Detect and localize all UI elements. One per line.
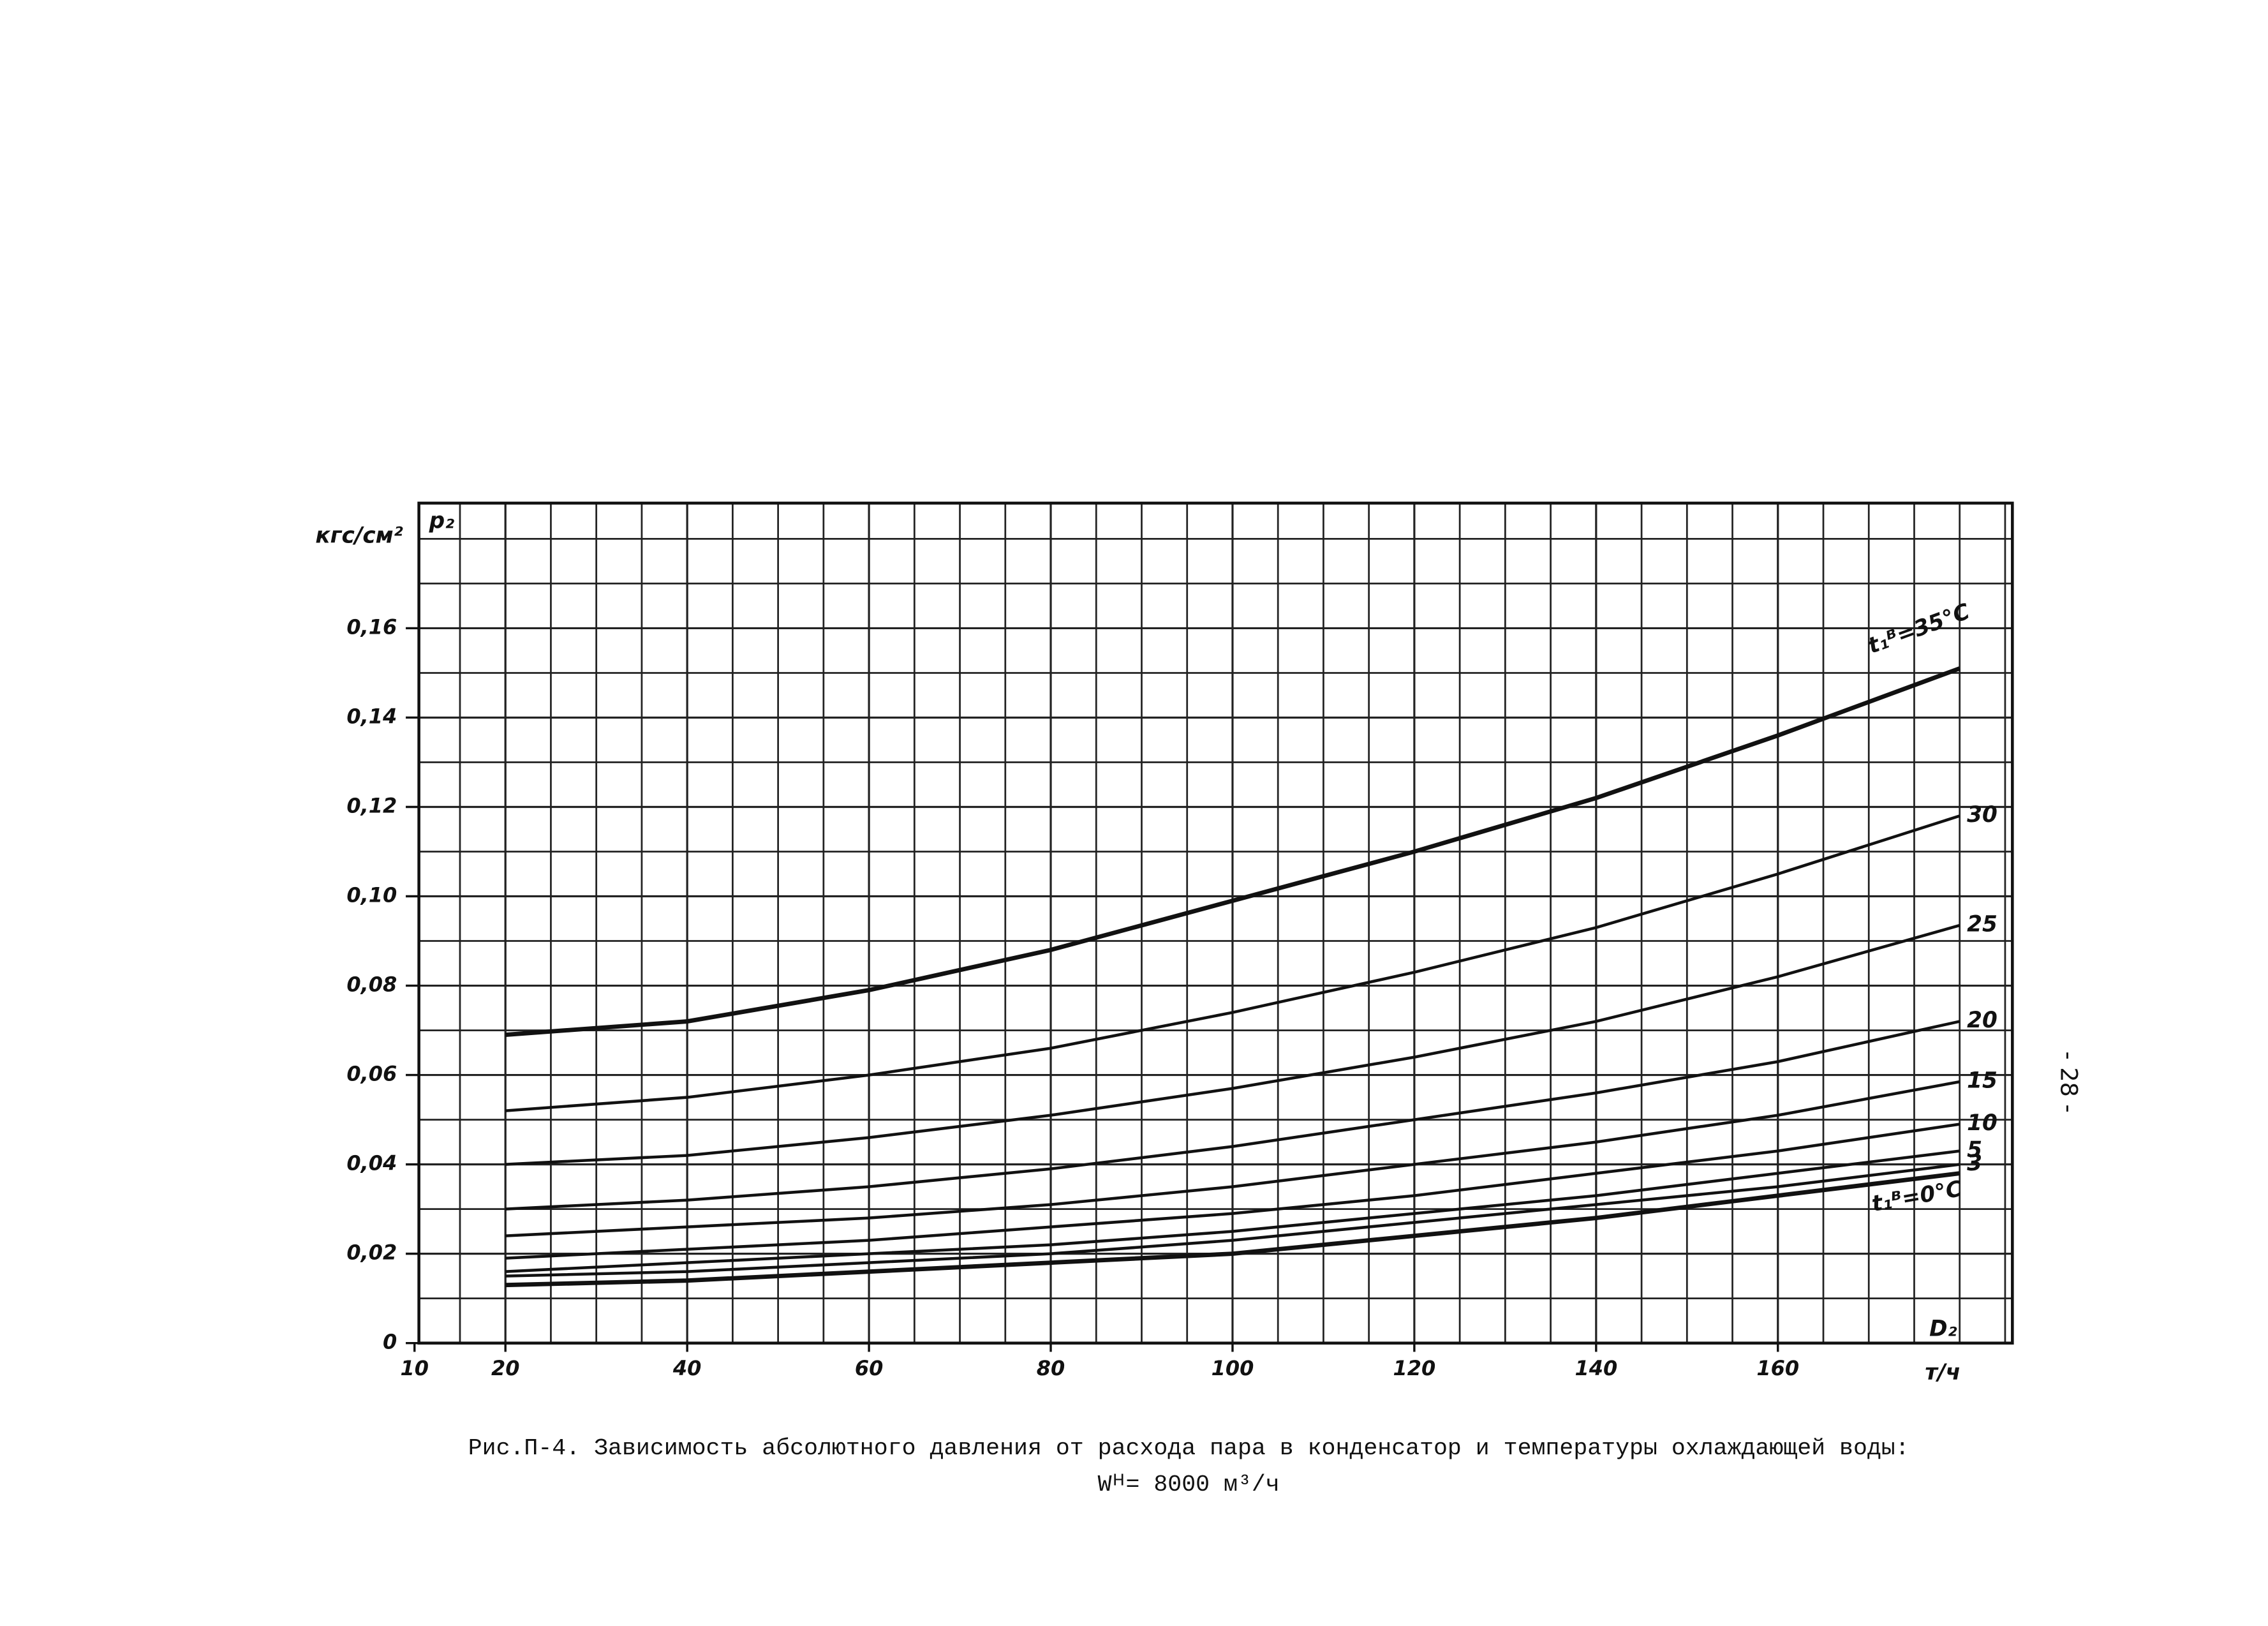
x-tick-label: 10 [400,1356,429,1380]
y-tick-label: 0,14 [346,704,397,728]
series-line [505,814,1960,1112]
series-label: 30 [1967,802,1997,828]
series-label: 3 [1967,1151,1982,1176]
series-label: 15 [1967,1068,1997,1094]
caption: Рис.П-4. Зависимость абсолютного давлени… [468,1435,1909,1461]
y-symbol: p₂ [429,509,455,534]
plot-frame [417,502,2014,1345]
y-tick-label: 0,08 [346,973,397,997]
x-tick-label: 100 [1212,1356,1254,1380]
y-tick-label: 0,16 [346,615,397,639]
series-line [505,1149,1960,1273]
series-line [505,1123,1960,1260]
series-label: 25 [1967,912,1997,937]
y-tick-label: 0 [383,1330,397,1354]
y-axis-label: кгс/см² [315,523,403,548]
series-line [505,666,1960,1037]
series-line [505,1020,1960,1211]
x-tick-label: 20 [491,1356,520,1380]
x-tick-label: 80 [1037,1356,1065,1380]
series-line [505,1171,1960,1288]
page-number: - 28 - [2056,1052,2083,1113]
y-tick-label: 0,02 [346,1241,397,1265]
x-axis-unit: т/ч [1925,1360,1960,1385]
x-tick-label: 120 [1393,1356,1436,1380]
x-tick-label: 40 [672,1356,702,1380]
x-tick-label: 140 [1575,1356,1617,1380]
series-label: 5 [1967,1137,1982,1163]
y-tick-label: 0,06 [346,1062,397,1086]
caption-formula: Wᴴ= 8000 м³/ч [1098,1472,1280,1498]
series-line [505,1080,1960,1237]
x-symbol: D₂ [1929,1316,1957,1342]
series-line [505,923,1960,1166]
x-tick-label: 160 [1756,1356,1799,1380]
series-label: 10 [1967,1110,1997,1136]
series-line [505,1163,1960,1278]
x-tick-label: 60 [855,1356,884,1380]
y-tick-label: 0,10 [346,883,397,907]
series-label: 20 [1967,1008,1997,1033]
y-tick-label: 0,12 [346,793,397,817]
y-tick-label: 0,04 [346,1151,397,1175]
